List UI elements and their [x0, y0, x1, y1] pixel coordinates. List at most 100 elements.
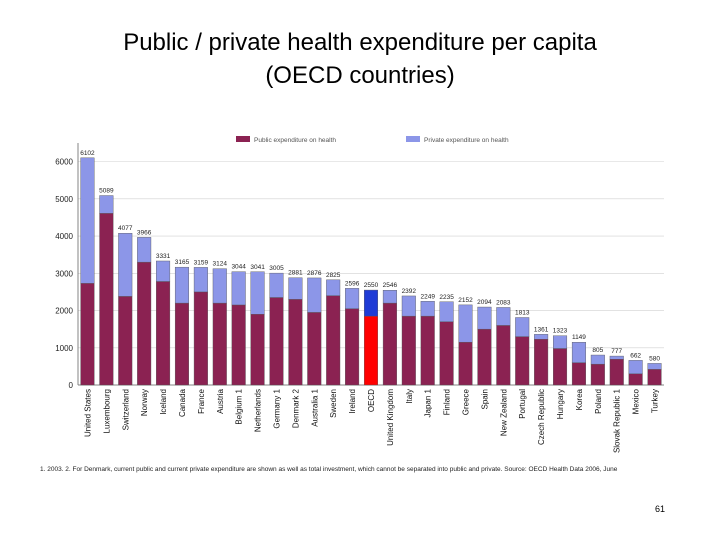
- bar-public: [496, 325, 511, 386]
- total-data-label: 3331: [156, 253, 171, 260]
- bar-private: [496, 307, 511, 326]
- total-data-label: 3966: [137, 229, 152, 236]
- total-data-label: 4077: [118, 225, 133, 232]
- legend-swatch: [406, 136, 420, 142]
- bar-public: [534, 339, 549, 386]
- bar-private: [307, 277, 322, 313]
- bar-private: [118, 233, 133, 297]
- bar-private: [250, 271, 265, 315]
- bar-public: [458, 341, 473, 386]
- bar-public: [382, 302, 397, 386]
- x-tick-label: Denmark 2: [291, 388, 300, 428]
- bar-public: [647, 369, 662, 386]
- x-tick-label: Greece: [462, 388, 471, 415]
- bar-private: [458, 304, 473, 343]
- x-tick-label: Czech Republic: [537, 389, 546, 445]
- bar-public: [156, 281, 171, 386]
- bar-public: [590, 363, 605, 386]
- bar-private: [345, 288, 360, 309]
- bar-public: [269, 297, 284, 386]
- x-tick-label: Korea: [575, 388, 584, 410]
- total-data-label: 2876: [307, 270, 322, 277]
- bar-public: [571, 362, 586, 386]
- bar-public: [118, 296, 133, 386]
- x-tick-label: United States: [83, 389, 92, 437]
- bar-public: [174, 302, 189, 386]
- bar-private: [193, 267, 208, 293]
- title-line-1: Public / private health expenditure per …: [123, 29, 597, 56]
- bar-private: [477, 306, 492, 330]
- bar-public: [137, 261, 152, 386]
- x-tick-label: Slovak Republic 1: [613, 388, 622, 453]
- bar-public: [345, 308, 360, 386]
- bar-public: [609, 359, 624, 386]
- bar-private: [174, 266, 189, 304]
- y-tick-label: 0: [69, 381, 74, 390]
- chart-area: 0 1000 2000 3000 4000 5000 6000 Public expendit…: [36, 133, 700, 503]
- x-tick-label: Spain: [480, 389, 489, 409]
- total-data-label: 3044: [231, 264, 246, 271]
- total-data-label: 2546: [383, 282, 398, 289]
- x-tick-label: Sweden: [329, 389, 338, 418]
- total-data-label: 2392: [402, 288, 417, 295]
- x-tick-label: Australia 1: [310, 388, 319, 426]
- total-data-label: 1361: [534, 326, 549, 333]
- slide-title: Public / private health expenditure per …: [0, 26, 720, 92]
- bar-private: [401, 295, 416, 317]
- x-tick-label: New Zealand: [499, 389, 508, 436]
- total-data-label: 6102: [80, 150, 95, 157]
- legend-swatch: [236, 136, 250, 142]
- x-tick-label: Japan 1: [424, 388, 433, 417]
- x-tick-label: Iceland: [159, 389, 168, 415]
- total-data-label: 2249: [420, 293, 435, 300]
- bar-public: [193, 291, 208, 386]
- x-tick-label: France: [197, 388, 206, 413]
- bar-private: [363, 289, 379, 317]
- y-tick-label: 3000: [55, 269, 73, 278]
- bar-private: [628, 360, 643, 375]
- x-tick-label: Turkey: [651, 389, 660, 413]
- total-data-label: 1813: [515, 310, 530, 317]
- bar-private: [99, 195, 114, 214]
- legend-label: Private expenditure on health: [424, 137, 509, 144]
- total-data-label: 805: [592, 347, 603, 354]
- bar-public: [477, 328, 492, 386]
- y-tick-label: 6000: [55, 158, 73, 167]
- bar-private: [382, 290, 397, 304]
- bar-chart: 0 1000 2000 3000 4000 5000 6000 Public expendit…: [55, 136, 664, 453]
- total-data-label: 2881: [288, 270, 303, 277]
- bar-private: [156, 260, 171, 282]
- bar-public: [515, 336, 530, 386]
- x-tick-label: Poland: [594, 389, 603, 414]
- bar-private: [420, 301, 435, 317]
- bar-private: [609, 355, 624, 360]
- bar-public: [288, 299, 303, 386]
- x-tick-label: OECD: [367, 389, 376, 412]
- total-data-label: 2596: [345, 280, 360, 287]
- y-tick-label: 2000: [55, 307, 73, 316]
- x-tick-label: Hungary: [556, 389, 565, 419]
- bar-private: [515, 317, 530, 337]
- bar-private: [212, 268, 227, 304]
- total-data-label: 3159: [194, 259, 209, 266]
- x-tick-label: Portugal: [518, 389, 527, 419]
- bar-public: [80, 283, 95, 386]
- x-tick-label: Ireland: [348, 389, 357, 413]
- bar-public: [420, 315, 435, 386]
- bar-private: [571, 342, 586, 363]
- bar-private: [439, 301, 454, 322]
- total-data-label: 3041: [250, 264, 265, 271]
- y-tick-label: 1000: [55, 344, 73, 353]
- bar-public: [212, 302, 227, 386]
- x-tick-label: Switzerland: [121, 389, 130, 430]
- bar-private: [534, 334, 549, 340]
- x-tick-label: Canada: [178, 388, 187, 417]
- total-data-label: 2825: [326, 272, 341, 279]
- total-data-label: 662: [630, 352, 641, 359]
- x-tick-label: Mexico: [632, 388, 641, 414]
- total-data-label: 5089: [99, 188, 114, 195]
- total-data-label: 777: [611, 348, 622, 355]
- legend-label: Public expenditure on health: [254, 137, 336, 144]
- total-data-label: 3165: [175, 259, 190, 266]
- bar-private: [137, 237, 152, 263]
